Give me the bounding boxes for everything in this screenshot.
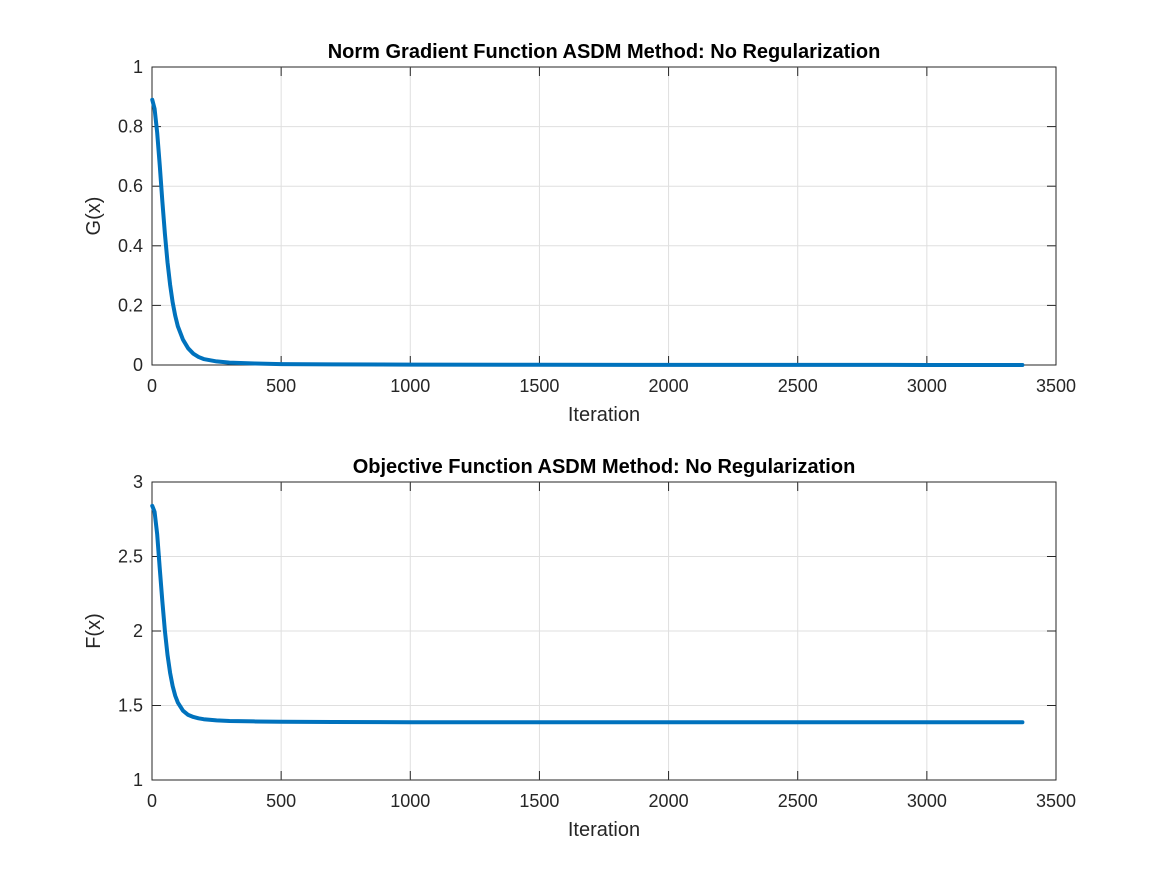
y-axis-label: G(x) [83, 197, 105, 236]
x-tick-label: 2500 [778, 376, 818, 396]
y-tick-label: 3 [133, 472, 143, 492]
x-tick-label: 1000 [390, 376, 430, 396]
gridlines [152, 482, 1056, 780]
series-group [150, 97, 1025, 367]
x-tick-label: 500 [266, 376, 296, 396]
series-line [150, 97, 1025, 367]
x-tick-label: 3000 [907, 791, 947, 811]
y-tick-label: 0 [133, 355, 143, 375]
y-tick-label: 1 [133, 770, 143, 790]
gridlines [152, 67, 1056, 365]
y-axis-label: F(x) [83, 613, 105, 649]
tick-marks [151, 66, 1057, 366]
x-tick-label: 2500 [778, 791, 818, 811]
y-tick-label: 1.5 [118, 696, 143, 716]
y-tick-label: 1 [133, 57, 143, 77]
tick-marks [151, 481, 1057, 781]
y-tick-label: 2 [133, 621, 143, 641]
y-tick-label: 0.8 [118, 117, 143, 137]
x-tick-label: 500 [266, 791, 296, 811]
series-line [150, 503, 1025, 725]
plot-norm-gradient: 0 500 1000 1500 2000 2500 3000 3500 0 0.2 0.4 0.6 0.… [83, 41, 1076, 426]
plot-objective-function: 0 500 1000 1500 2000 2500 3000 3500 1 1.5 2 2.5 3 Ob… [83, 456, 1076, 841]
tick-labels: 0 500 1000 1500 2000 2500 3000 3500 1 1.5 2 2.5 3 [118, 472, 1076, 811]
tick-labels: 0 500 1000 1500 2000 2500 3000 3500 0 0.2 0.4 0.6 0.… [118, 57, 1076, 396]
y-tick-label: 0.6 [118, 176, 143, 196]
series-group [150, 503, 1025, 725]
x-tick-label: 1000 [390, 791, 430, 811]
axes-box [151, 66, 1057, 366]
x-tick-label: 3500 [1036, 376, 1076, 396]
y-tick-label: 0.4 [118, 236, 143, 256]
x-tick-label: 2000 [649, 376, 689, 396]
x-axis-label: Iteration [568, 404, 640, 426]
plot-title: Objective Function ASDM Method: No Regul… [353, 456, 856, 478]
x-tick-label: 2000 [649, 791, 689, 811]
x-tick-label: 1500 [519, 376, 559, 396]
x-axis-label: Iteration [568, 819, 640, 841]
y-tick-label: 2.5 [118, 547, 143, 567]
plot-title: Norm Gradient Function ASDM Method: No R… [328, 41, 881, 63]
x-tick-label: 3500 [1036, 791, 1076, 811]
x-tick-label: 0 [147, 376, 157, 396]
x-tick-label: 1500 [519, 791, 559, 811]
x-tick-label: 3000 [907, 376, 947, 396]
y-tick-label: 0.2 [118, 295, 143, 315]
x-tick-label: 0 [147, 791, 157, 811]
